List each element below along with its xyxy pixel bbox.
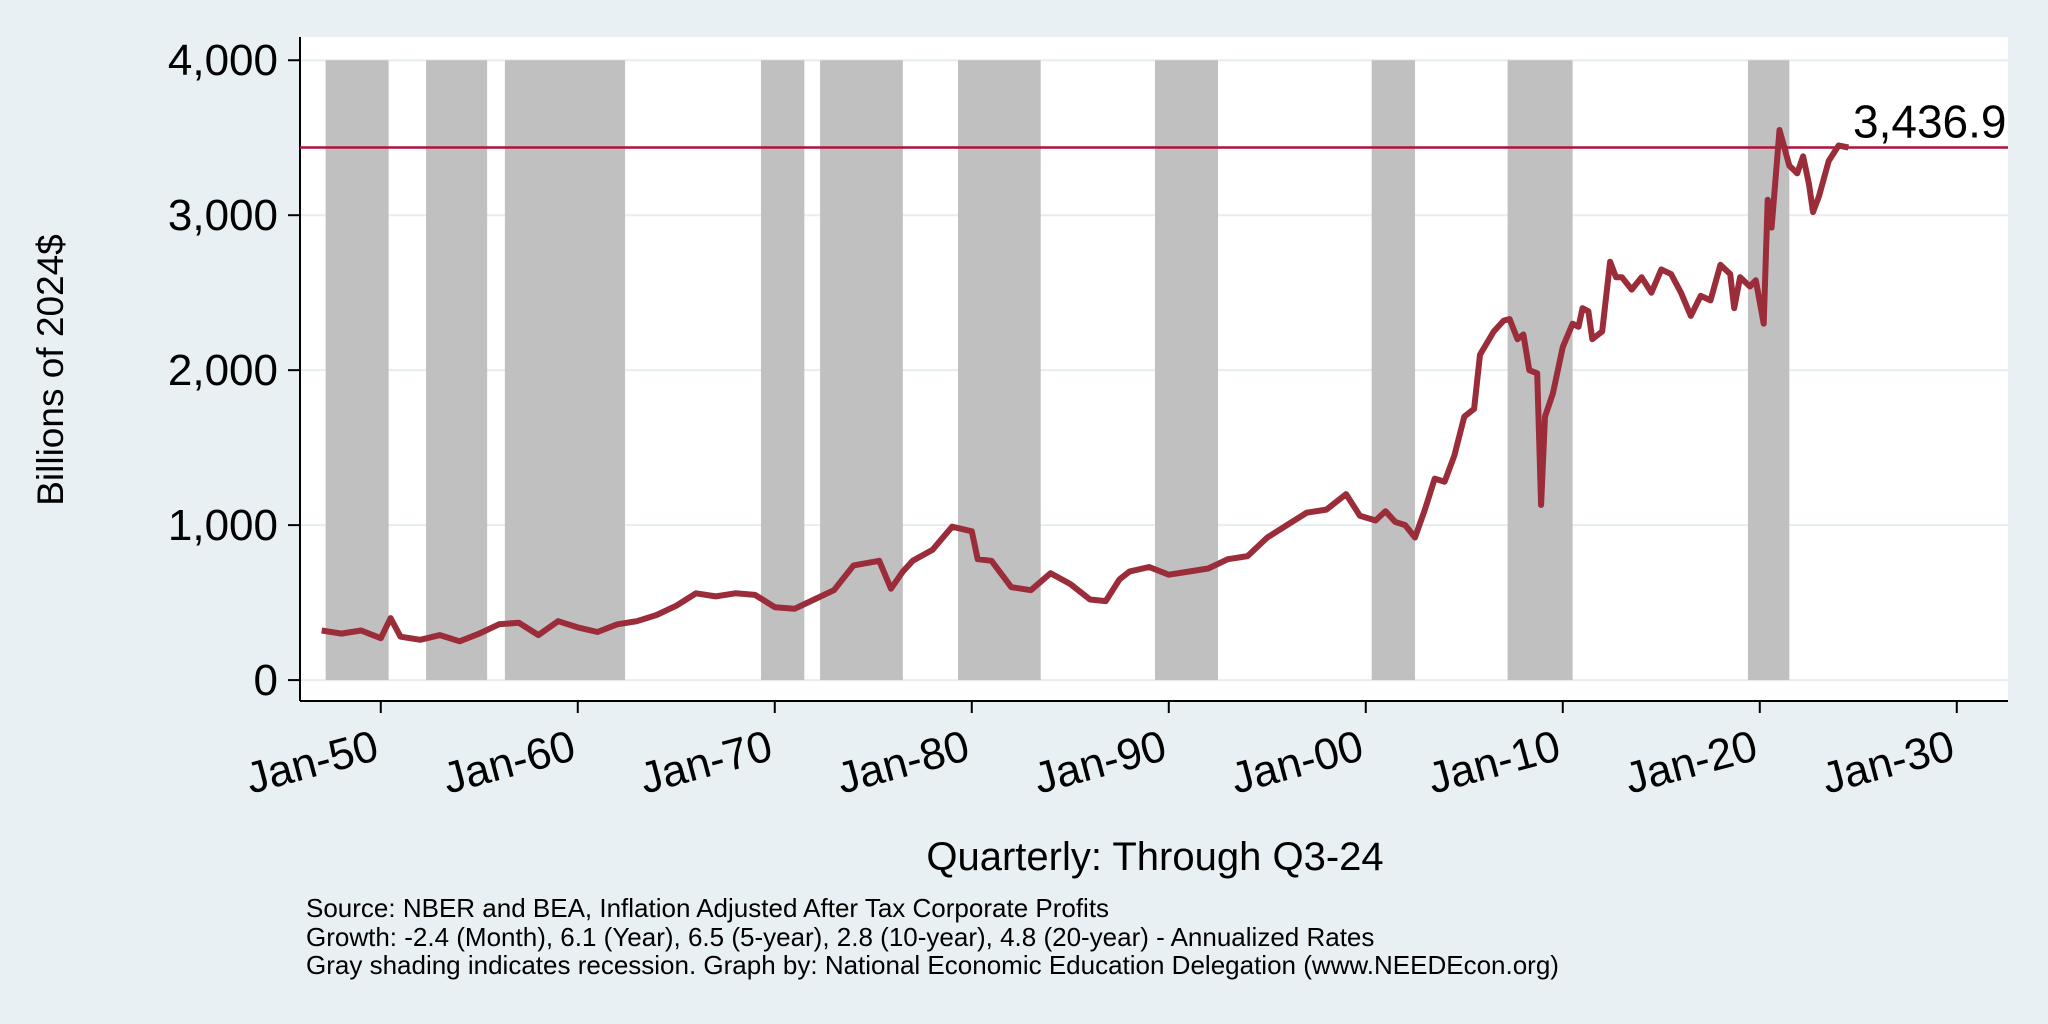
recession-band: [504, 60, 626, 681]
reference-label: 3,436.9: [1853, 96, 2006, 148]
note: Growth: -2.4 (Month), 6.1 (Year), 6.5 (5…: [306, 922, 1374, 952]
note: Gray shading indicates recession. Graph …: [306, 950, 1559, 980]
recession-band: [1507, 60, 1573, 681]
note: Source: NBER and BEA, Inflation Adjusted…: [306, 893, 1109, 923]
y-tick-label: 0: [254, 656, 278, 705]
recession-band: [426, 60, 488, 681]
recession-band: [1371, 60, 1416, 681]
y-tick-label: 1,000: [168, 501, 278, 550]
line-series: [321, 127, 1849, 645]
y-tick-label: 4,000: [168, 36, 278, 85]
recession-band: [957, 60, 1041, 681]
x-axis-label: Quarterly: Through Q3-24: [926, 835, 1383, 879]
recession-band: [760, 60, 805, 681]
recession-band: [1154, 60, 1219, 681]
y-tick-label: 2,000: [168, 346, 278, 395]
y-tick-label: 3,000: [168, 191, 278, 240]
y-axis-label: Billions of 2024$: [30, 234, 71, 506]
recession-band: [325, 60, 389, 681]
recession-band: [1747, 60, 1790, 681]
